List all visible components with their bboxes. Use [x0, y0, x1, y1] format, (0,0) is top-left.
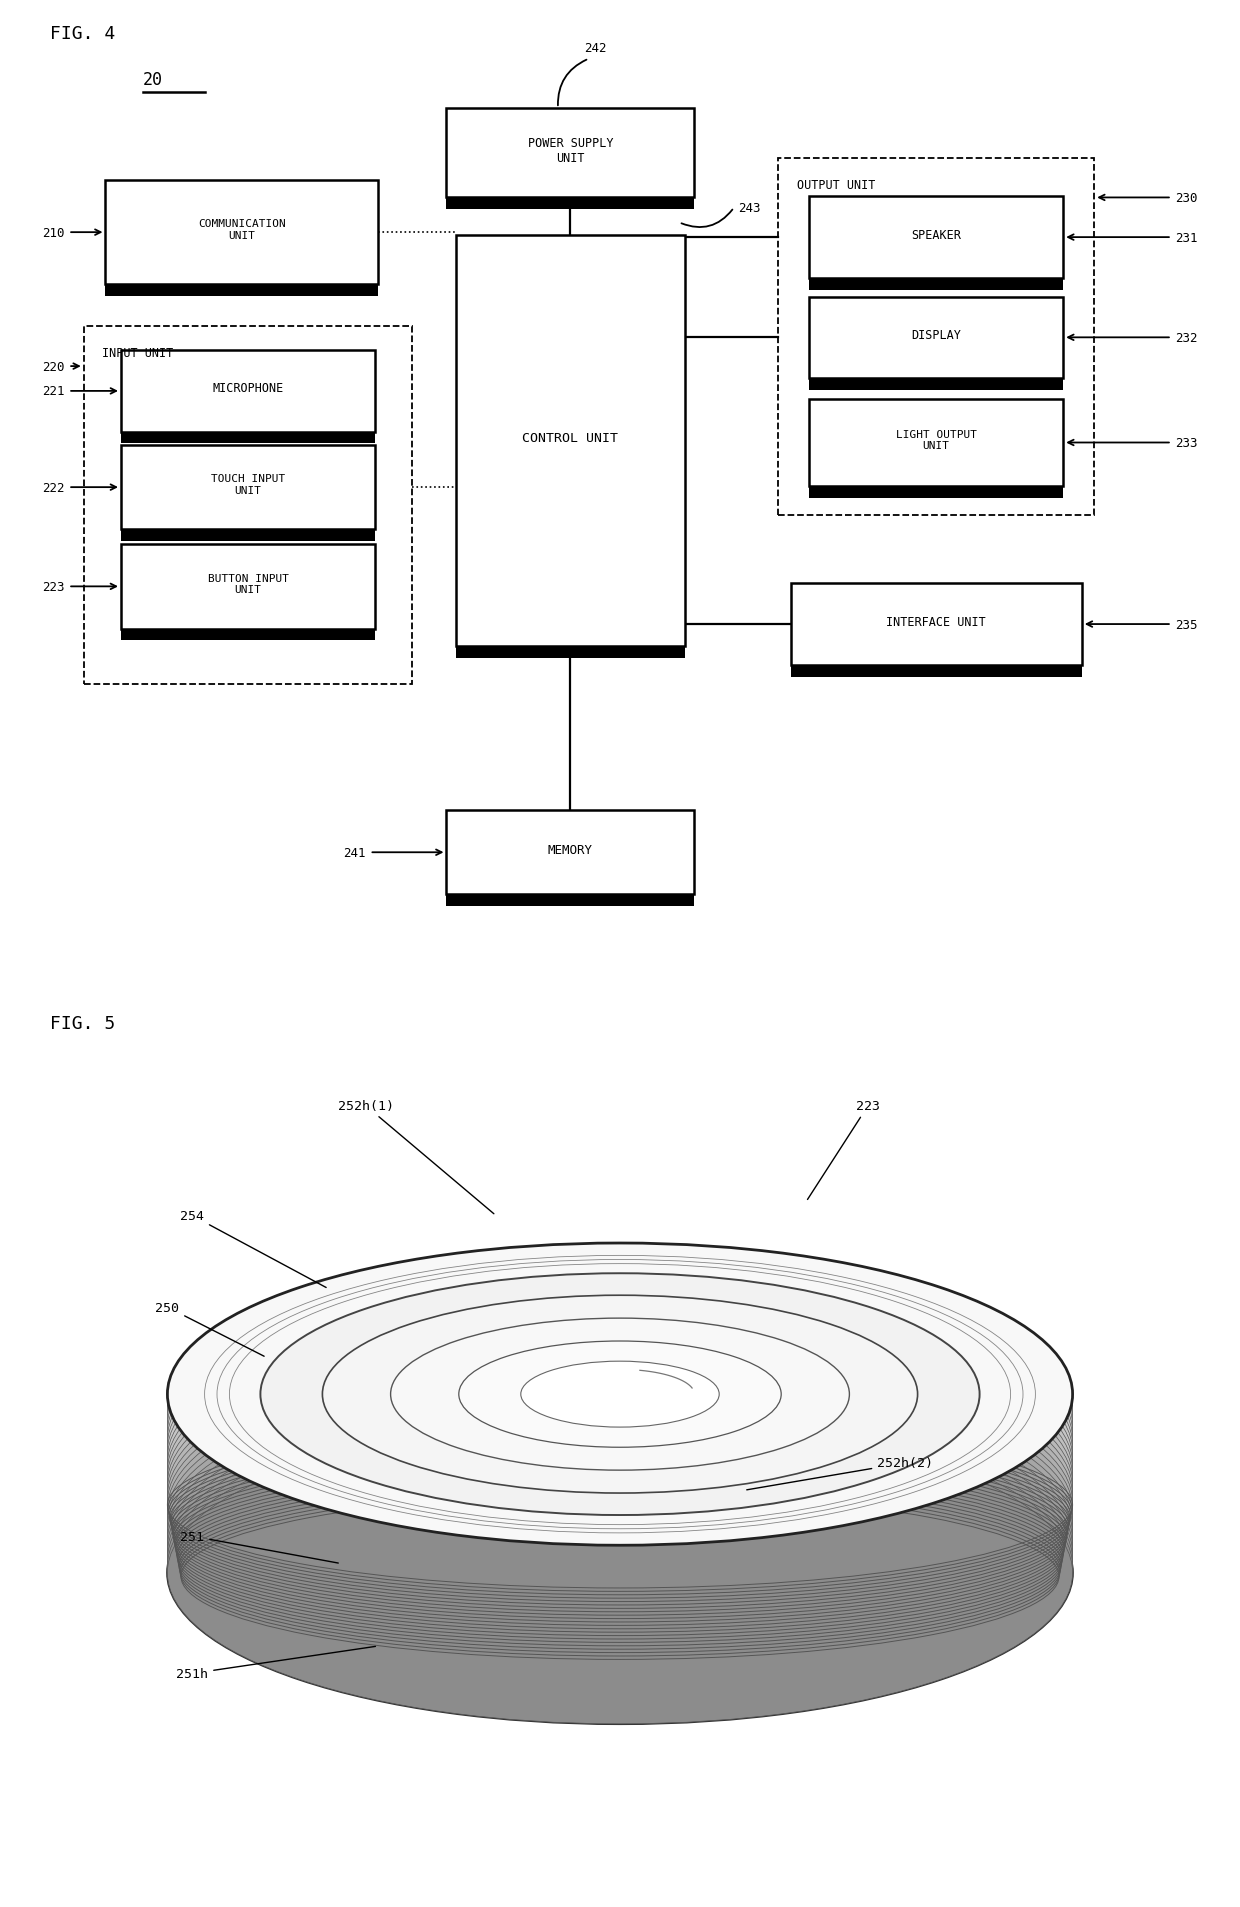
Text: FIG. 5: FIG. 5 — [50, 1015, 115, 1032]
Text: 232: 232 — [1176, 332, 1198, 345]
Ellipse shape — [167, 1320, 1073, 1623]
Ellipse shape — [167, 1262, 1073, 1564]
Text: 231: 231 — [1176, 231, 1198, 244]
FancyBboxPatch shape — [122, 351, 374, 433]
Bar — [122, 433, 374, 444]
Text: COMMUNICATION
UNIT: COMMUNICATION UNIT — [198, 219, 285, 240]
Text: 230: 230 — [1176, 193, 1198, 204]
Ellipse shape — [167, 1377, 1073, 1680]
Ellipse shape — [167, 1243, 1073, 1545]
Ellipse shape — [167, 1333, 1073, 1634]
Text: BUTTON INPUT
UNIT: BUTTON INPUT UNIT — [207, 574, 289, 595]
Ellipse shape — [167, 1396, 1073, 1699]
Ellipse shape — [167, 1249, 1073, 1552]
Ellipse shape — [167, 1409, 1073, 1711]
Ellipse shape — [167, 1384, 1073, 1686]
Text: DISPLAY: DISPLAY — [911, 328, 961, 341]
Text: 222: 222 — [42, 481, 64, 494]
Bar — [446, 894, 694, 908]
Text: INPUT UNIT: INPUT UNIT — [102, 347, 174, 360]
Text: TOUCH INPUT
UNIT: TOUCH INPUT UNIT — [211, 475, 285, 496]
Ellipse shape — [167, 1325, 1073, 1629]
FancyBboxPatch shape — [84, 328, 412, 685]
Text: 210: 210 — [42, 227, 64, 240]
Ellipse shape — [167, 1295, 1073, 1596]
Ellipse shape — [322, 1295, 918, 1493]
Ellipse shape — [167, 1276, 1073, 1577]
Text: 251h: 251h — [176, 1646, 376, 1680]
Ellipse shape — [167, 1243, 1073, 1545]
Ellipse shape — [167, 1415, 1073, 1718]
Text: 241: 241 — [343, 847, 366, 860]
Ellipse shape — [167, 1301, 1073, 1602]
Ellipse shape — [167, 1371, 1073, 1672]
FancyBboxPatch shape — [122, 545, 374, 629]
Ellipse shape — [167, 1257, 1073, 1558]
Ellipse shape — [167, 1358, 1073, 1661]
FancyBboxPatch shape — [791, 584, 1081, 666]
Ellipse shape — [167, 1339, 1073, 1642]
Text: 254: 254 — [180, 1209, 326, 1287]
Text: 223: 223 — [42, 580, 64, 593]
Text: 221: 221 — [42, 385, 64, 399]
Text: LIGHT OUTPUT
UNIT: LIGHT OUTPUT UNIT — [895, 429, 977, 452]
FancyBboxPatch shape — [779, 158, 1094, 515]
Ellipse shape — [167, 1423, 1073, 1724]
Text: 250: 250 — [155, 1301, 264, 1356]
Ellipse shape — [167, 1404, 1073, 1705]
Text: 252h(1): 252h(1) — [337, 1100, 494, 1215]
Ellipse shape — [167, 1282, 1073, 1583]
Text: SPEAKER: SPEAKER — [911, 229, 961, 242]
Bar — [456, 646, 684, 660]
Text: FIG. 4: FIG. 4 — [50, 25, 115, 42]
FancyBboxPatch shape — [808, 297, 1063, 379]
Ellipse shape — [167, 1365, 1073, 1667]
Text: OUTPUT UNIT: OUTPUT UNIT — [796, 179, 875, 191]
Bar — [122, 530, 374, 542]
Ellipse shape — [167, 1344, 1073, 1648]
FancyBboxPatch shape — [456, 236, 684, 646]
FancyBboxPatch shape — [122, 446, 374, 530]
Bar — [808, 278, 1063, 290]
Ellipse shape — [391, 1318, 849, 1470]
Text: MICROPHONE: MICROPHONE — [212, 381, 284, 395]
Ellipse shape — [521, 1362, 719, 1426]
Text: POWER SUPPLY
UNIT: POWER SUPPLY UNIT — [528, 137, 613, 164]
Text: CONTROL UNIT: CONTROL UNIT — [522, 431, 619, 444]
Ellipse shape — [167, 1306, 1073, 1610]
Bar — [446, 198, 694, 210]
Ellipse shape — [260, 1274, 980, 1516]
Text: 243: 243 — [738, 202, 760, 215]
Ellipse shape — [167, 1268, 1073, 1571]
Bar — [122, 629, 374, 641]
Ellipse shape — [459, 1341, 781, 1447]
FancyBboxPatch shape — [105, 181, 378, 284]
Ellipse shape — [167, 1390, 1073, 1692]
Text: 242: 242 — [584, 42, 606, 55]
Text: 252h(2): 252h(2) — [746, 1457, 934, 1489]
Bar — [105, 286, 378, 297]
Ellipse shape — [167, 1287, 1073, 1590]
Text: INTERFACE UNIT: INTERFACE UNIT — [887, 616, 986, 627]
Text: 235: 235 — [1176, 618, 1198, 631]
Text: 233: 233 — [1176, 437, 1198, 450]
Ellipse shape — [167, 1423, 1073, 1724]
FancyBboxPatch shape — [446, 810, 694, 894]
Text: MEMORY: MEMORY — [548, 843, 593, 856]
Text: 220: 220 — [42, 360, 64, 374]
Bar — [808, 486, 1063, 500]
Text: 223: 223 — [807, 1100, 880, 1200]
FancyBboxPatch shape — [808, 400, 1063, 486]
Bar — [808, 379, 1063, 391]
Bar — [791, 666, 1081, 677]
Ellipse shape — [167, 1314, 1073, 1615]
FancyBboxPatch shape — [446, 109, 694, 198]
FancyBboxPatch shape — [808, 196, 1063, 278]
Text: 251: 251 — [180, 1529, 339, 1564]
Ellipse shape — [167, 1352, 1073, 1653]
Text: 20: 20 — [143, 71, 162, 90]
